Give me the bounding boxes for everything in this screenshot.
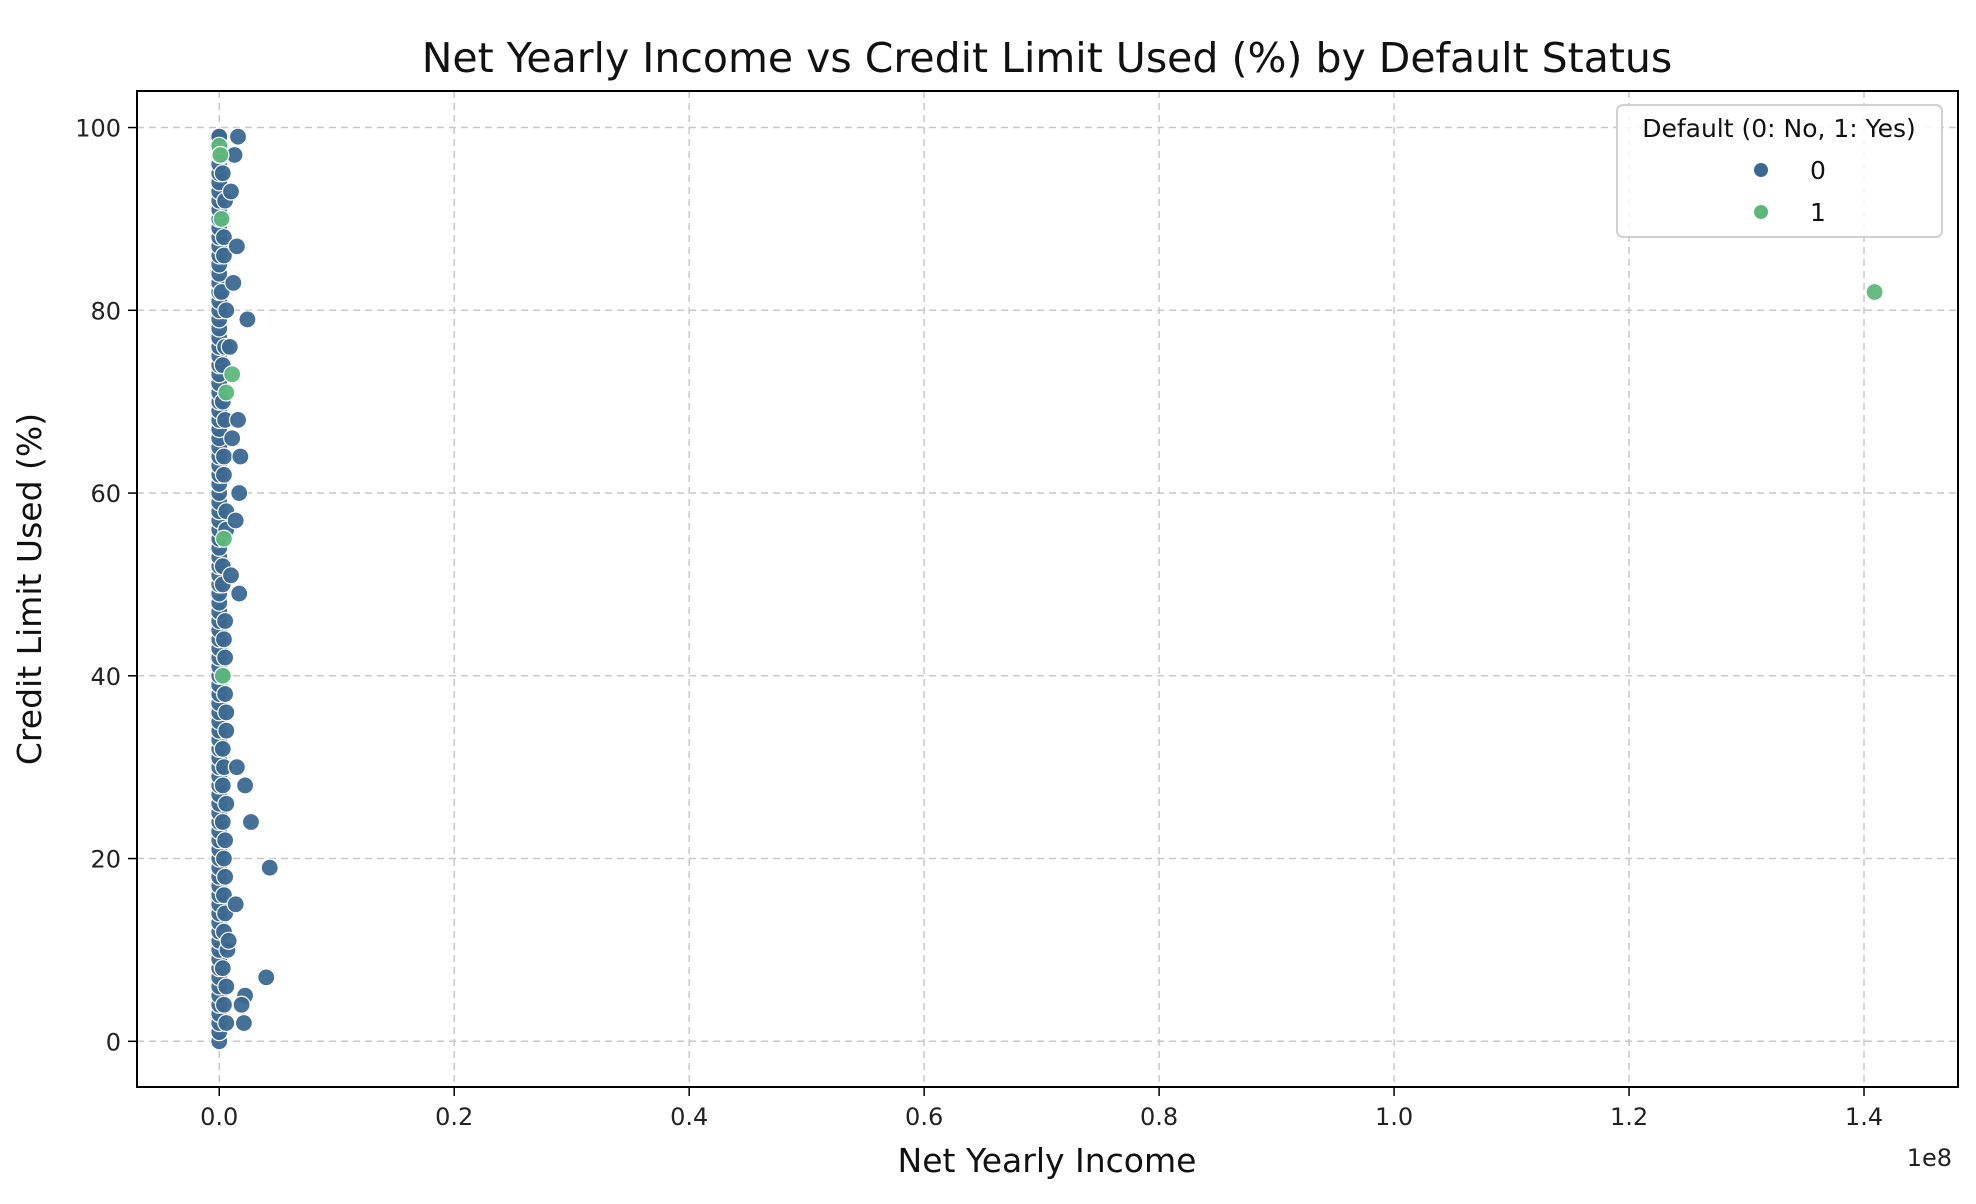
chart-title: Net Yearly Income vs Credit Limit Used (…	[422, 34, 1673, 82]
y-tick-label: 80	[90, 297, 121, 325]
grid-lines	[137, 91, 1958, 1087]
data-point-series-0	[214, 465, 234, 484]
data-point-series-0	[232, 995, 251, 1014]
data-point-series-1	[1865, 282, 1884, 302]
data-point-series-0	[214, 995, 234, 1014]
x-axis-offset-label: 1e8	[1907, 1144, 1952, 1172]
data-point-series-0	[216, 684, 235, 704]
x-tick-label: 0.0	[200, 1103, 238, 1131]
data-point-series-0	[214, 246, 234, 265]
y-tick-label: 40	[90, 663, 121, 691]
data-point-series-1	[212, 209, 231, 229]
legend-marker-0	[1754, 163, 1768, 177]
y-axis-label: Credit Limit Used (%)	[10, 413, 49, 765]
data-point-series-0	[217, 1013, 236, 1033]
data-point-series-0	[235, 776, 255, 795]
data-point-series-0	[226, 511, 245, 530]
x-tick-label: 0.2	[435, 1103, 473, 1131]
data-point-series-1	[211, 145, 230, 165]
data-point-series-0	[234, 1013, 254, 1033]
legend: Default (0: No, 1: Yes) 0 1	[1616, 104, 1943, 238]
y-axis-ticks: 0 20 40 60 80 100	[75, 115, 137, 1056]
data-point-series-0	[221, 182, 241, 201]
data-point-series-0	[214, 228, 234, 247]
x-tick-label: 1.2	[1610, 1103, 1648, 1131]
x-axis-ticks: 0.0 0.2 0.4 0.6 0.8 1.0 1.2 1.4	[200, 1087, 1883, 1131]
data-point-series-0	[216, 867, 235, 886]
legend-box	[1616, 104, 1943, 238]
data-point-series-0	[228, 410, 248, 430]
data-point-series-0	[220, 337, 239, 356]
data-point-series-0	[214, 849, 234, 868]
x-tick-label: 0.8	[1140, 1103, 1178, 1131]
data-point-series-0	[223, 429, 242, 448]
data-point-series-0	[217, 301, 236, 320]
plot-frame	[136, 90, 1959, 1088]
data-point-series-0	[226, 895, 245, 914]
legend-entry-0: 0	[1810, 156, 1826, 185]
data-point-series-0	[216, 831, 235, 850]
y-tick-label: 0	[106, 1028, 121, 1056]
x-tick-label: 1.4	[1845, 1103, 1883, 1131]
data-point-series-0	[217, 794, 236, 813]
data-point-series-0	[227, 758, 246, 777]
y-tick-label: 60	[90, 480, 121, 508]
data-point-series-0	[231, 447, 250, 466]
data-point-series-0	[260, 858, 279, 877]
data-point-series-0	[216, 648, 235, 667]
y-tick-label: 20	[90, 846, 121, 874]
data-point-series-0	[213, 959, 232, 978]
data-point-series-0	[213, 739, 232, 759]
data-point-series-1	[223, 365, 242, 384]
data-point-series-0	[217, 703, 236, 722]
data-point-series-0	[217, 977, 236, 996]
data-point-series-0	[221, 566, 241, 585]
data-point-series-0	[230, 483, 249, 503]
data-point-series-0	[224, 273, 243, 292]
data-point-series-0	[213, 164, 232, 183]
x-tick-label: 0.6	[905, 1103, 943, 1131]
data-point-series-0	[214, 630, 234, 649]
data-point-series-0	[219, 931, 238, 950]
data-point-series-0	[227, 237, 246, 256]
legend-entry-1: 1	[1810, 198, 1826, 227]
x-tick-label: 0.4	[670, 1103, 708, 1131]
x-tick-label: 1.0	[1375, 1103, 1413, 1131]
data-point-series-1	[213, 666, 232, 685]
data-point-series-0	[228, 127, 248, 146]
data-point-series-0	[214, 447, 234, 466]
data-point-series-0	[230, 584, 249, 603]
y-tick-label: 100	[75, 115, 121, 143]
series-1-points	[210, 136, 1884, 685]
x-axis-label: Net Yearly Income	[898, 1141, 1197, 1180]
data-point-series-0	[241, 812, 261, 832]
data-point-series-0	[238, 310, 257, 329]
data-point-series-0	[213, 812, 232, 832]
data-point-series-0	[216, 611, 235, 631]
legend-title: Default (0: No, 1: Yes)	[1642, 114, 1916, 143]
data-point-series-0	[213, 776, 232, 795]
legend-marker-1	[1754, 205, 1768, 219]
data-point-series-0	[217, 721, 236, 740]
data-point-series-0	[257, 968, 276, 987]
data-point-series-1	[214, 529, 234, 548]
data-point-series-1	[217, 383, 236, 402]
